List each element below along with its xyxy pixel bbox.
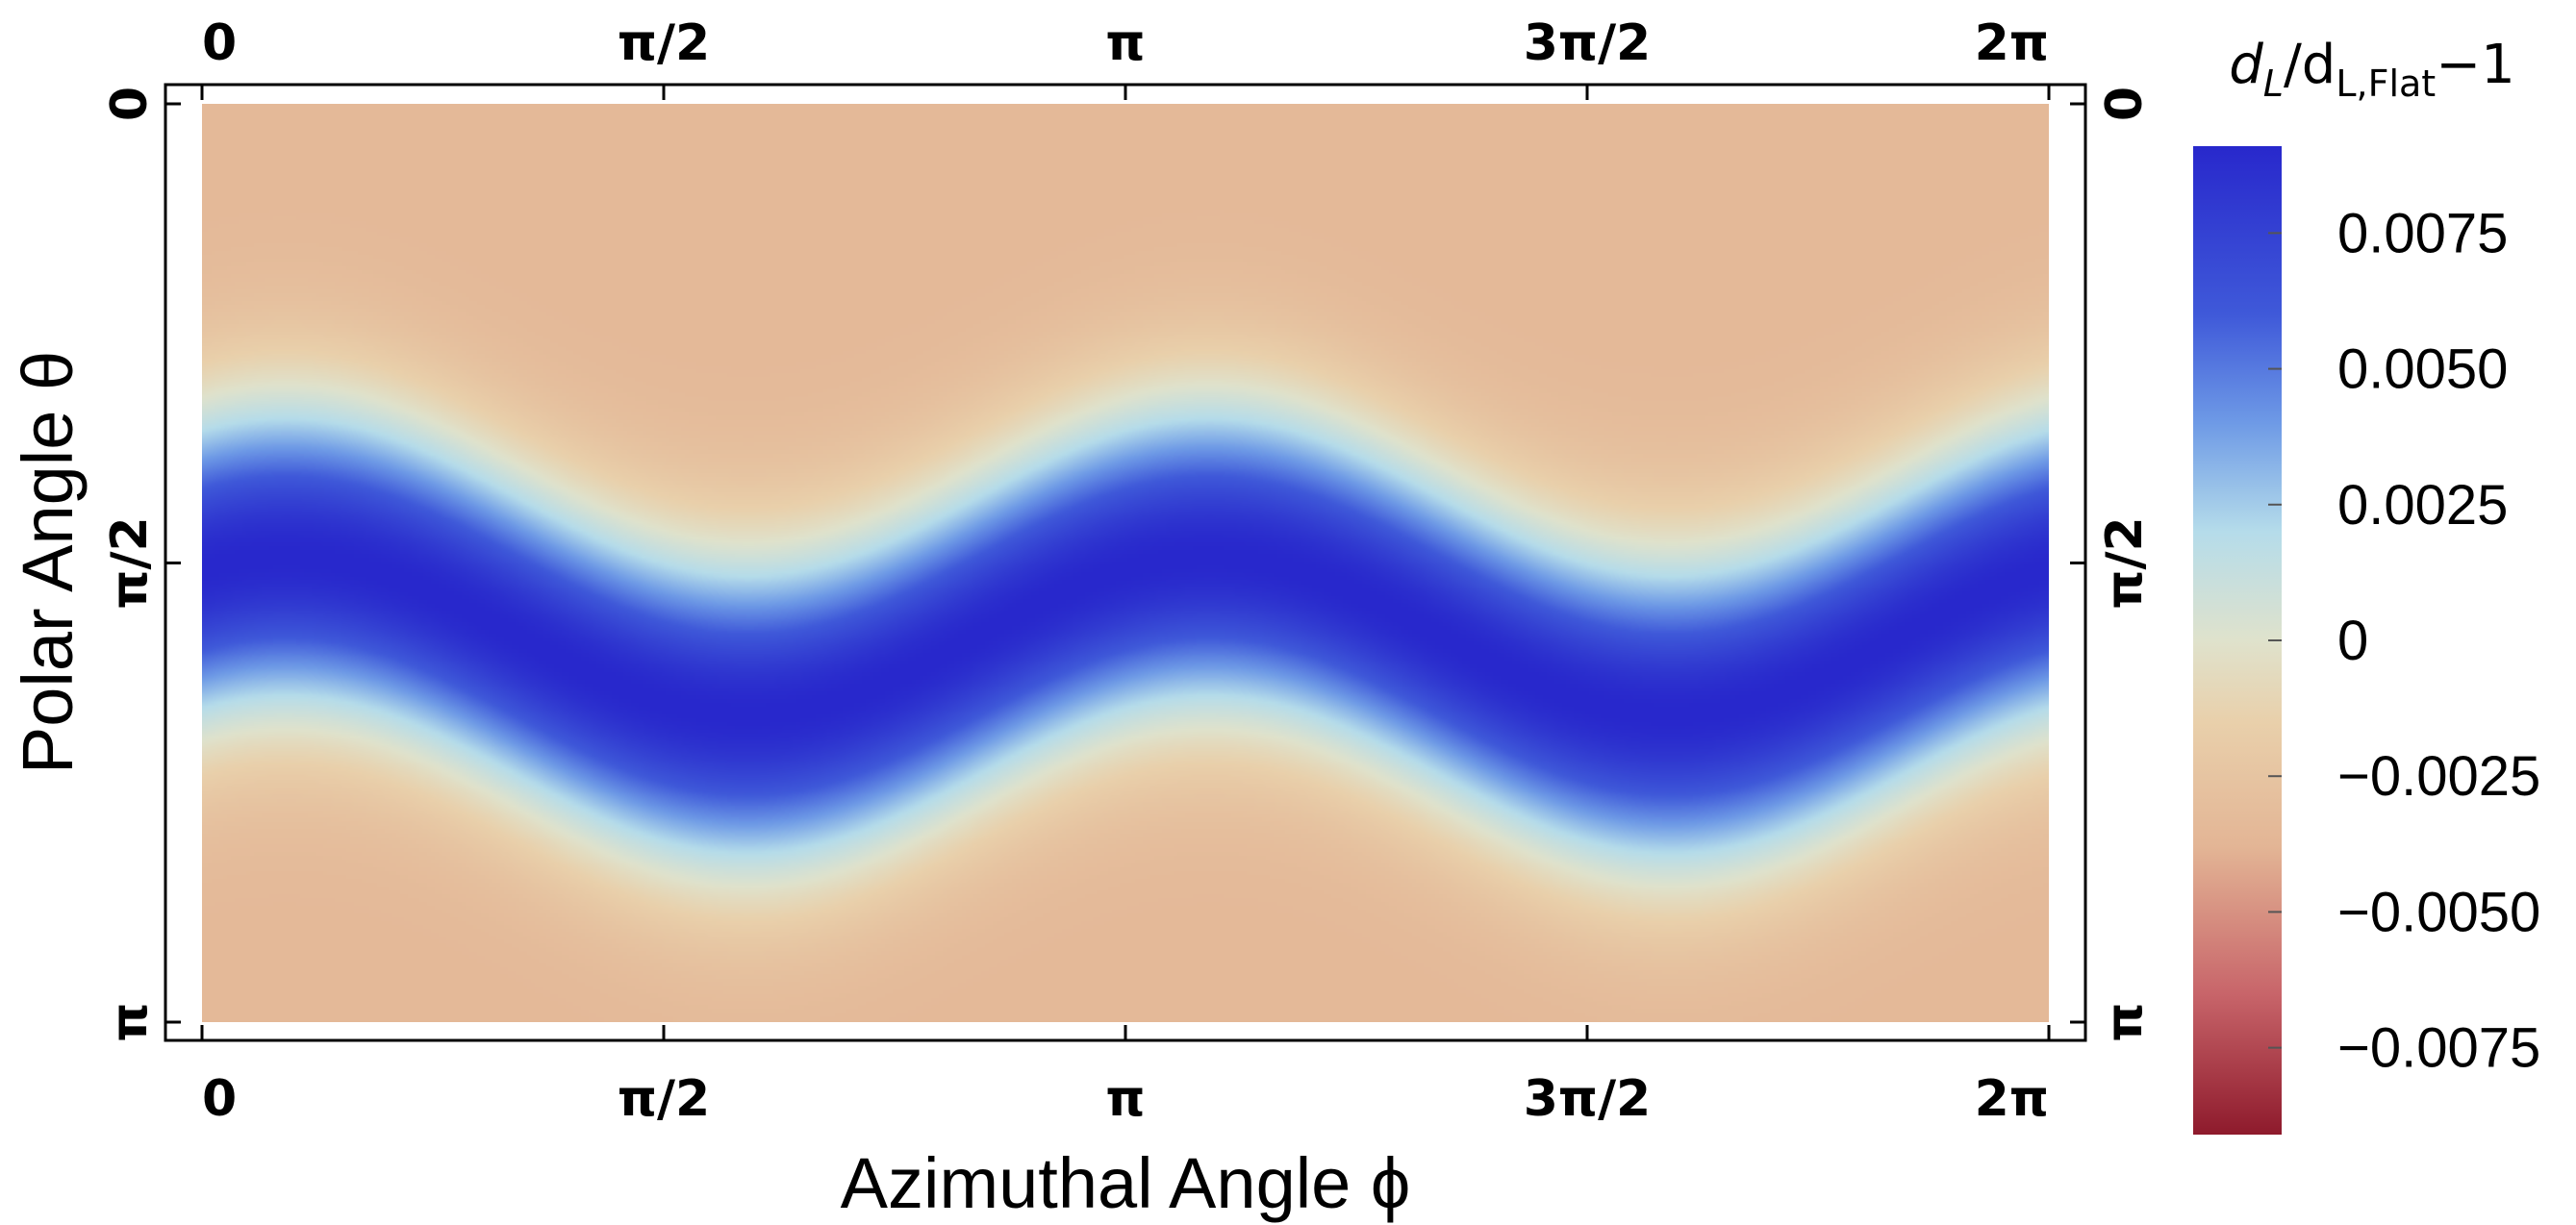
y-tick-label: π/2: [101, 516, 159, 609]
colorbar-tick-label: 0.0050: [2337, 338, 2508, 401]
colorbar-tick-label: −0.0050: [2337, 881, 2540, 943]
y-tick-labels-right: 0 π/2 π: [2096, 87, 2154, 1042]
x-tick-label: 2π: [1975, 1070, 2049, 1128]
x-axis-label: Azimuthal Angle ϕ: [841, 1143, 1411, 1223]
colorbar: [2193, 146, 2282, 1135]
colorbar-tick-label: 0.0075: [2337, 202, 2508, 264]
x-tick-label-top: 0: [202, 14, 237, 72]
colorbar-tick-label: 0.0025: [2337, 474, 2508, 537]
colorbar-tick-label: −0.0075: [2337, 1017, 2540, 1080]
x-tick-label: 3π/2: [1524, 1070, 1652, 1128]
colorbar-tick-label: −0.0025: [2337, 745, 2540, 808]
x-tick-label: π/2: [618, 1070, 710, 1128]
colorbar-title: dL/dL,Flat−1: [2229, 34, 2515, 105]
x-tick-label: 0: [202, 1070, 237, 1128]
x-tick-labels-top: 0 π/2 π 3π/2 2π: [202, 14, 2049, 72]
x-tick-labels-bottom: 0 π/2 π 3π/2 2π: [202, 1070, 2049, 1128]
x-tick-label-top: π: [1105, 14, 1145, 72]
x-tick-label-top: π/2: [618, 14, 710, 72]
x-tick-label: π: [1105, 1070, 1145, 1128]
x-tick-label-top: 3π/2: [1524, 14, 1652, 72]
colorbar-ticks: 0.0075 0.0050 0.0025 0 −0.0025 −0.0050 −0.0075: [2268, 202, 2540, 1080]
y-tick-label: π: [101, 1002, 159, 1041]
y-tick-label-right: π: [2096, 1002, 2154, 1041]
x-tick-label-top: 2π: [1975, 14, 2049, 72]
colorbar-tick-label: 0: [2337, 610, 2368, 672]
y-tick-labels-left: 0 π/2 π: [101, 87, 159, 1042]
y-tick-label-right: π/2: [2096, 516, 2154, 609]
y-axis-label: Polar Angle θ: [8, 351, 88, 774]
y-tick-label-right: 0: [2096, 87, 2154, 121]
y-tick-label: 0: [101, 87, 159, 121]
heatmap-canvas: [202, 104, 2049, 1022]
tick-marks: [165, 85, 2085, 1040]
